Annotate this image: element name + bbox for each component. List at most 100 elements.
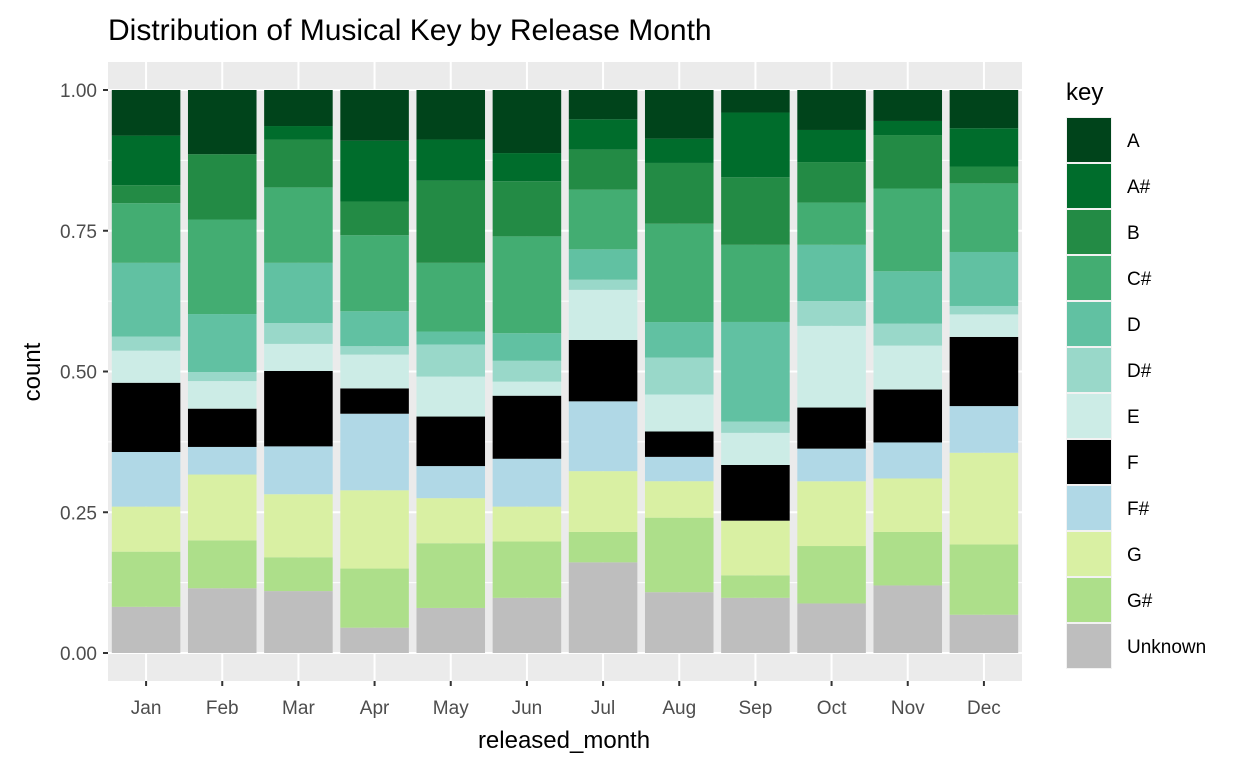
y-tick-label: 0.00 <box>60 644 97 665</box>
bar-segment-mar-fsharp <box>264 446 333 495</box>
bar-stack-jul <box>568 90 638 653</box>
bar-segment-nov-gsharp <box>873 531 943 586</box>
bar-segment-aug-b <box>644 162 714 224</box>
bar-segment-jun-fsharp <box>492 458 562 507</box>
bar-segment-nov-e <box>873 345 943 390</box>
x-axis: Jan Feb Mar Apr May Jun Jul Aug Sep Oct Nov Dec <box>131 681 1001 719</box>
y-axis: 0.00 0.25 0.50 0.75 1.00 <box>60 81 108 665</box>
bar-segment-dec-b <box>949 166 1019 184</box>
bar-segment-mar-dsharp <box>264 323 333 344</box>
bar-segment-jan-csharp <box>111 203 181 263</box>
bar-segment-dec-asharp <box>949 128 1019 167</box>
bar-segment-may-g <box>416 498 486 544</box>
bar-stack-sep <box>721 90 790 653</box>
bar-segment-aug-fsharp <box>644 456 714 482</box>
bar-segment-apr-e <box>340 354 409 389</box>
bar-segment-jan-fsharp <box>111 452 181 507</box>
bar-stack-dec <box>949 90 1019 653</box>
bar-segment-jun-gsharp <box>492 541 562 598</box>
bar-segment-jan-d <box>111 262 181 337</box>
bar-segment-apr-gsharp <box>340 568 409 628</box>
bar-segment-jan-g <box>111 506 181 552</box>
legend-label: A# <box>1127 177 1151 198</box>
bar-segment-feb-d <box>187 314 257 373</box>
bar-segment-jul-asharp <box>568 119 638 150</box>
bar-segment-mar-gsharp <box>264 557 333 592</box>
legend-swatch <box>1067 302 1111 346</box>
bar-segment-jul-fsharp <box>568 401 638 472</box>
bar-segment-nov-a <box>873 90 943 121</box>
bar-stack-feb <box>187 90 257 653</box>
bar-segment-dec-a <box>949 90 1019 129</box>
bar-segment-mar-asharp <box>264 126 333 140</box>
bar-stack-mar <box>264 90 333 653</box>
legend-swatch <box>1067 440 1111 484</box>
legend-swatch <box>1067 256 1111 300</box>
x-tick-label: Oct <box>817 698 847 719</box>
bar-segment-dec-gsharp <box>949 544 1019 615</box>
bar-segment-jul-b <box>568 149 638 190</box>
bar-segment-jun-d <box>492 333 562 361</box>
bar-segment-jan-asharp <box>111 135 181 186</box>
legend-swatch <box>1067 578 1111 622</box>
bar-segment-sep-csharp <box>721 244 790 322</box>
bar-segment-aug-g <box>644 481 714 518</box>
legend-label: D# <box>1127 361 1152 382</box>
bar-segment-apr-fsharp <box>340 413 409 491</box>
bar-segment-jul-d <box>568 249 638 280</box>
bars <box>111 90 1019 653</box>
bar-stack-nov <box>873 90 943 653</box>
x-tick-label: Mar <box>282 698 315 719</box>
legend-label: Unknown <box>1127 637 1206 658</box>
bar-segment-apr-csharp <box>340 235 409 312</box>
bar-stack-aug <box>644 90 714 653</box>
bar-segment-mar-d <box>264 262 333 324</box>
bar-segment-aug-unknown <box>644 592 714 653</box>
bar-segment-feb-g <box>187 474 257 541</box>
y-tick-label: 0.75 <box>60 222 97 243</box>
bar-segment-dec-fsharp <box>949 406 1019 453</box>
bar-segment-apr-dsharp <box>340 346 409 355</box>
bar-segment-sep-f <box>721 464 790 521</box>
bar-segment-may-e <box>416 376 486 417</box>
bar-segment-may-d <box>416 331 486 345</box>
bar-segment-aug-d <box>644 322 714 358</box>
bar-segment-jul-a <box>568 90 638 120</box>
bar-segment-sep-e <box>721 432 790 465</box>
bar-segment-jul-f <box>568 339 638 402</box>
bar-segment-aug-csharp <box>644 223 714 323</box>
bar-segment-jul-g <box>568 471 638 532</box>
bar-segment-feb-a <box>187 90 257 155</box>
legend-label: E <box>1127 407 1140 428</box>
bar-segment-jun-dsharp <box>492 360 562 382</box>
bar-segment-nov-f <box>873 389 943 443</box>
bar-stack-jan <box>111 90 181 653</box>
x-tick-label: Nov <box>891 698 925 719</box>
bar-segment-nov-unknown <box>873 585 943 653</box>
bar-segment-jul-e <box>568 289 638 340</box>
x-tick-label: Dec <box>967 698 1001 719</box>
bar-segment-dec-dsharp <box>949 305 1019 315</box>
bar-segment-sep-d <box>721 321 790 422</box>
bar-segment-jan-f <box>111 382 181 453</box>
bar-segment-apr-a <box>340 90 409 141</box>
y-tick-label: 0.50 <box>60 363 97 384</box>
bar-segment-may-b <box>416 180 486 263</box>
bar-segment-aug-dsharp <box>644 357 714 395</box>
bar-segment-dec-csharp <box>949 183 1019 252</box>
x-tick-label: Sep <box>739 698 773 719</box>
bar-segment-may-fsharp <box>416 466 486 499</box>
bar-segment-sep-g <box>721 520 790 576</box>
legend-swatch <box>1067 486 1111 530</box>
bar-segment-may-csharp <box>416 262 486 332</box>
legend-label: B <box>1127 223 1140 244</box>
bar-segment-apr-g <box>340 490 409 569</box>
legend-label: A <box>1127 131 1140 152</box>
bar-segment-nov-dsharp <box>873 323 943 346</box>
bar-segment-nov-fsharp <box>873 442 943 479</box>
bar-segment-mar-b <box>264 139 333 188</box>
legend-swatch <box>1067 624 1111 668</box>
bar-stack-may <box>416 90 486 653</box>
bar-segment-sep-asharp <box>721 112 790 178</box>
